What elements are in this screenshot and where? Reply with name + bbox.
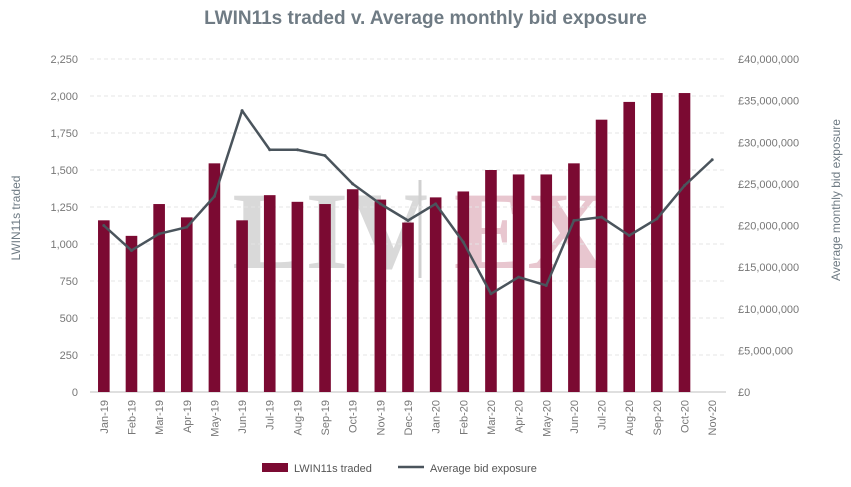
right-tick-label: £30,000,000 — [738, 137, 799, 149]
exposure-point — [406, 219, 410, 223]
x-tick-label: Apr-19 — [182, 400, 194, 433]
x-tick-label: Jan-20 — [431, 400, 443, 434]
exposure-point — [351, 182, 355, 186]
exposure-point — [378, 202, 382, 206]
x-tick-label: Jul-19 — [265, 400, 277, 430]
line-series — [102, 109, 714, 296]
x-tick-label: Jan-19 — [99, 400, 111, 434]
legend: LWIN11s traded Average bid exposure — [262, 463, 537, 475]
bar — [125, 235, 138, 392]
exposure-point — [627, 233, 631, 237]
legend-label-bars: LWIN11s traded — [294, 463, 372, 475]
bar — [208, 163, 221, 392]
exposure-point — [572, 219, 576, 223]
x-tick-label: Jul-20 — [597, 400, 609, 430]
exposure-point — [129, 248, 133, 252]
left-tick-label: 750 — [60, 276, 78, 288]
x-axis-ticks: Jan-19 Feb-19 Mar-19 Apr-19 May-19 Jun-19 Jul-… — [99, 400, 719, 437]
watermark-text-ex: EX — [454, 170, 607, 292]
bar — [291, 201, 304, 392]
bar — [98, 220, 110, 392]
exposure-point — [185, 225, 189, 229]
left-tick-label: 0 — [72, 387, 78, 399]
bar — [429, 197, 442, 392]
x-tick-label: Nov-20 — [707, 400, 719, 435]
bar — [153, 204, 165, 392]
left-tick-label: 2,250 — [50, 54, 78, 66]
legend-swatch-bars — [262, 463, 288, 472]
bar — [485, 170, 497, 392]
x-tick-label: Feb-20 — [458, 400, 470, 435]
x-tick-label: Sep-20 — [652, 400, 664, 435]
right-tick-label: £0 — [738, 387, 750, 399]
exposure-point — [489, 292, 493, 296]
left-tick-label: 1,250 — [50, 202, 78, 214]
x-tick-label: Dec-19 — [403, 400, 415, 435]
bar — [319, 204, 331, 392]
x-tick-label: May-19 — [209, 400, 221, 437]
right-tick-label: £15,000,000 — [738, 262, 799, 274]
exposure-point — [710, 158, 714, 162]
exposure-point — [434, 202, 438, 206]
left-tick-label: 1,500 — [50, 165, 78, 177]
exposure-point — [461, 240, 465, 244]
x-tick-label: Feb-19 — [126, 400, 138, 435]
x-tick-label: Aug-19 — [292, 400, 304, 435]
bar — [623, 101, 636, 393]
left-tick-label: 1,000 — [50, 239, 78, 251]
exposure-point — [655, 217, 659, 221]
exposure-point — [295, 148, 299, 152]
chart-title: LWIN11s traded v. Average monthly bid ex… — [204, 8, 647, 29]
bar — [402, 222, 414, 392]
bar — [180, 217, 193, 392]
exposure-point — [323, 154, 327, 158]
exposure-point — [517, 275, 521, 279]
bar — [457, 191, 470, 392]
x-tick-label: Jun-20 — [569, 400, 581, 434]
legend-label-line: Average bid exposure — [430, 463, 537, 475]
right-tick-label: £5,000,000 — [738, 345, 793, 357]
x-tick-label: Mar-19 — [154, 400, 166, 435]
bar — [512, 174, 525, 392]
bar — [678, 93, 691, 392]
exposure-point — [683, 184, 687, 188]
exposure-point — [157, 232, 161, 236]
bar — [346, 189, 359, 392]
x-tick-label: Aug-20 — [624, 400, 636, 435]
left-axis-ticks: 0 250 500 750 1,000 1,250 1,500 1,750 2,000 2,250 — [50, 54, 78, 399]
bar — [374, 199, 387, 392]
bar — [568, 163, 580, 392]
left-tick-label: 2,000 — [50, 91, 78, 103]
bar — [595, 119, 608, 393]
x-tick-label: Mar-20 — [486, 400, 498, 435]
x-tick-label: Sep-19 — [320, 400, 332, 435]
exposure-point — [102, 224, 106, 227]
x-tick-label: May-20 — [541, 400, 553, 437]
bar — [236, 220, 248, 392]
right-axis-label: Average monthly bid exposure — [829, 119, 843, 281]
exposure-point — [240, 109, 244, 113]
exposure-point — [544, 283, 548, 287]
right-tick-label: £25,000,000 — [738, 179, 799, 191]
right-tick-label: £35,000,000 — [738, 96, 799, 108]
x-tick-label: Nov-19 — [375, 400, 387, 435]
left-axis-label: LWIN11s traded — [9, 176, 23, 261]
x-tick-label: Oct-20 — [680, 400, 692, 433]
exposure-point — [600, 215, 604, 219]
x-tick-label: Jun-19 — [237, 400, 249, 434]
exposure-point — [212, 194, 216, 198]
x-tick-label: Apr-20 — [514, 400, 526, 433]
bar — [651, 93, 663, 392]
bar — [263, 195, 276, 392]
right-tick-label: £10,000,000 — [738, 304, 799, 316]
left-tick-label: 500 — [60, 313, 78, 325]
left-tick-label: 250 — [60, 350, 78, 362]
left-tick-label: 1,750 — [50, 128, 78, 140]
right-tick-label: £20,000,000 — [738, 221, 799, 233]
right-axis-ticks: £0 £5,000,000 £10,000,000 £15,000,000 £20,00… — [738, 54, 799, 399]
exposure-point — [268, 148, 272, 152]
x-tick-label: Oct-19 — [348, 400, 360, 433]
right-tick-label: £40,000,000 — [738, 54, 799, 66]
